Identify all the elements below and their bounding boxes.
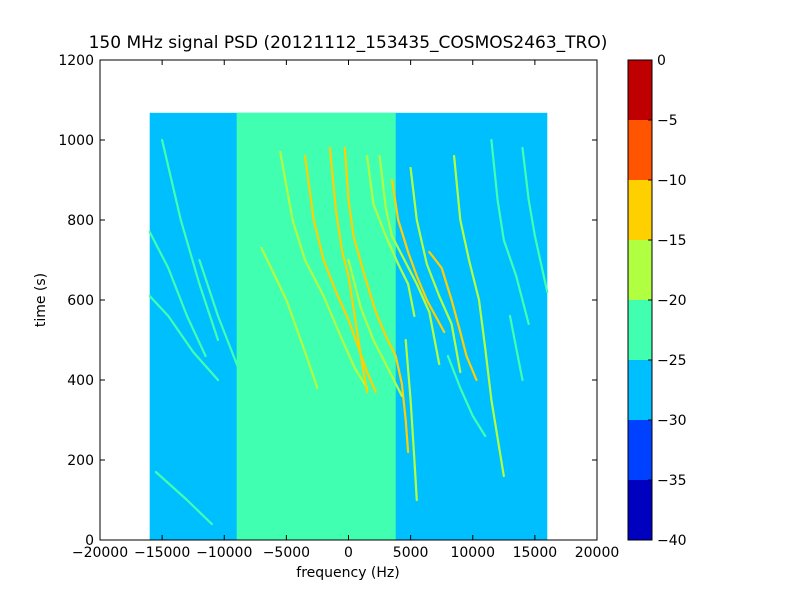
x-tick-label: −10000 <box>196 545 252 561</box>
y-tick-label: 1200 <box>58 53 94 69</box>
colorbar: 0 −5 −10 −15 −20 −25 −30 −35 −40 <box>627 53 687 549</box>
colorbar-tick-label: 0 <box>657 53 666 69</box>
x-tick-label: 5000 <box>393 545 429 561</box>
signal-trace-17 <box>453 154 505 478</box>
colorbar-band <box>628 180 652 240</box>
colorbar-tick-label: −25 <box>657 353 687 369</box>
y-tick-label: 400 <box>67 373 94 389</box>
colorbar-band <box>628 60 652 120</box>
signal-trace-1 <box>148 294 220 382</box>
signal-trace-3 <box>154 470 213 526</box>
y-axis: 0 200 400 600 800 1000 1200 <box>58 53 597 549</box>
x-tick-label: 20000 <box>575 545 620 561</box>
y-tick-label: 800 <box>67 213 94 229</box>
x-axis: −20000 −15000 −10000 −5000 0 5000 10000 15000 20… <box>72 60 619 561</box>
colorbar-band <box>628 300 652 360</box>
y-axis-label: time (s) <box>33 273 49 327</box>
x-axis-label: frequency (Hz) <box>296 565 399 581</box>
x-tick-label: −5000 <box>263 545 310 561</box>
signal-trace-12 <box>378 154 441 366</box>
signal-trace-4 <box>198 258 251 398</box>
plot-area <box>99 59 598 541</box>
signal-trace-6 <box>279 150 369 390</box>
colorbar-tick-label: −20 <box>657 293 687 309</box>
colorbar-tick-label: −5 <box>657 113 678 129</box>
signal-trace-2 <box>161 138 220 342</box>
colorbar-band <box>628 420 652 480</box>
signal-trace-19 <box>521 146 549 294</box>
signal-trace-14 <box>404 338 418 502</box>
signal-trace-18 <box>490 138 530 326</box>
y-tick-label: 600 <box>67 293 94 309</box>
colorbar-tick-label: −10 <box>657 173 687 189</box>
signal-trace-13 <box>390 178 446 334</box>
x-tick-label: −20000 <box>72 545 128 561</box>
signal-trace-8 <box>328 146 369 394</box>
colorbar-band <box>628 240 652 300</box>
signal-trace-15 <box>409 166 462 374</box>
signal-trace-21 <box>508 314 524 382</box>
colorbar-band <box>628 360 652 420</box>
x-tick-label: 15000 <box>513 545 558 561</box>
signal-trace-9 <box>343 146 410 454</box>
signal-trace-20 <box>446 354 487 438</box>
chart-title: 150 MHz signal PSD (20121112_153435_COSM… <box>89 33 608 53</box>
heatmap-region-1 <box>236 112 396 540</box>
colorbar-tick-label: −35 <box>657 473 687 489</box>
colorbar-tick-label: −30 <box>657 413 687 429</box>
colorbar-tick-label: −40 <box>657 533 687 549</box>
heatmap-layer <box>148 112 549 540</box>
signal-trace-10 <box>347 258 403 398</box>
x-tick-label: 10000 <box>450 545 495 561</box>
signal-trace-11 <box>366 154 416 318</box>
signal-trace-5 <box>260 246 319 390</box>
y-tick-label: 200 <box>67 453 94 469</box>
signal-trace-7 <box>303 154 377 394</box>
y-tick-label: 0 <box>85 533 94 549</box>
signal-trace-16 <box>428 250 478 382</box>
colorbar-band <box>628 480 652 540</box>
colorbar-tick-label: −15 <box>657 233 687 249</box>
x-tick-label: −15000 <box>134 545 190 561</box>
signal-trace-0 <box>148 230 207 358</box>
y-tick-label: 1000 <box>58 133 94 149</box>
colorbar-band <box>628 120 652 180</box>
x-tick-label: 0 <box>344 545 353 561</box>
